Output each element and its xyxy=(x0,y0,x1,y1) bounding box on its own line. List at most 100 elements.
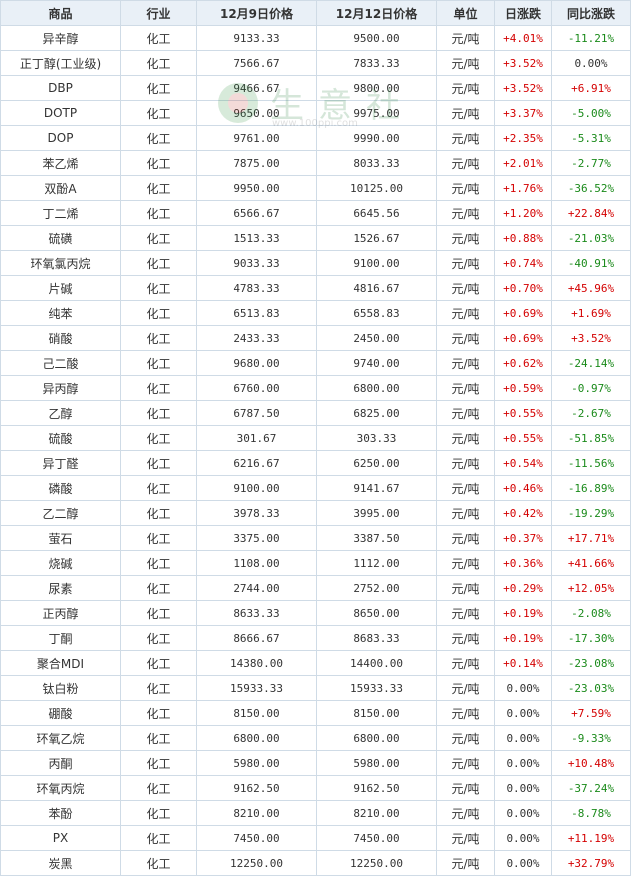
unit-cell: 元/吨 xyxy=(436,150,495,176)
unit-cell: 元/吨 xyxy=(436,525,495,551)
unit-cell: 元/吨 xyxy=(436,75,495,101)
yoy-change-cell: -5.31% xyxy=(551,125,631,151)
product-name-cell[interactable]: 烧碱 xyxy=(0,550,121,576)
daily-change-cell: +0.88% xyxy=(494,225,552,251)
price-dec12-cell: 9800.00 xyxy=(316,75,437,101)
daily-change-cell: +0.55% xyxy=(494,400,552,426)
industry-cell: 化工 xyxy=(120,200,197,226)
daily-change-cell: +0.46% xyxy=(494,475,552,501)
unit-cell: 元/吨 xyxy=(436,425,495,451)
product-name-cell[interactable]: 乙醇 xyxy=(0,400,121,426)
unit-cell: 元/吨 xyxy=(436,100,495,126)
product-name-cell[interactable]: DBP xyxy=(0,75,121,101)
product-name-cell[interactable]: 丁二烯 xyxy=(0,200,121,226)
industry-cell: 化工 xyxy=(120,375,197,401)
table-row: 丁酮 化工 8666.67 8683.33 元/吨 +0.19% -17.30% xyxy=(0,625,631,651)
product-name-cell[interactable]: PX xyxy=(0,825,121,851)
table-row: 聚合MDI 化工 14380.00 14400.00 元/吨 +0.14% -23.08% xyxy=(0,650,631,676)
industry-cell: 化工 xyxy=(120,600,197,626)
unit-cell: 元/吨 xyxy=(436,825,495,851)
table-row: 己二酸 化工 9680.00 9740.00 元/吨 +0.62% -24.14% xyxy=(0,350,631,376)
unit-cell: 元/吨 xyxy=(436,300,495,326)
product-name-cell[interactable]: 环氧乙烷 xyxy=(0,725,121,751)
product-name-cell[interactable]: 片碱 xyxy=(0,275,121,301)
industry-cell: 化工 xyxy=(120,250,197,276)
table-header-row: 商品 行业 12月9日价格 12月12日价格 单位 日涨跌 同比涨跌 xyxy=(0,0,631,26)
product-name-cell[interactable]: 正丙醇 xyxy=(0,600,121,626)
product-name-cell[interactable]: 硼酸 xyxy=(0,700,121,726)
price-dec12-cell: 3387.50 xyxy=(316,525,437,551)
product-name-cell[interactable]: DOP xyxy=(0,125,121,151)
daily-change-cell: 0.00% xyxy=(494,850,552,876)
product-name-cell[interactable]: 纯苯 xyxy=(0,300,121,326)
header-product: 商品 xyxy=(0,0,121,26)
price-dec9-cell: 1108.00 xyxy=(196,550,317,576)
product-name-cell[interactable]: 异辛醇 xyxy=(0,25,121,51)
yoy-change-cell: -19.29% xyxy=(551,500,631,526)
yoy-change-cell: +6.91% xyxy=(551,75,631,101)
price-dec12-cell: 7450.00 xyxy=(316,825,437,851)
product-name-cell[interactable]: 乙二醇 xyxy=(0,500,121,526)
table-row: 萤石 化工 3375.00 3387.50 元/吨 +0.37% +17.71% xyxy=(0,525,631,551)
product-name-cell[interactable]: 正丁醇(工业级) xyxy=(0,50,121,76)
daily-change-cell: +0.59% xyxy=(494,375,552,401)
product-name-cell[interactable]: 尿素 xyxy=(0,575,121,601)
table-row: 异丙醇 化工 6760.00 6800.00 元/吨 +0.59% -0.97% xyxy=(0,375,631,401)
table-row: 丙酮 化工 5980.00 5980.00 元/吨 0.00% +10.48% xyxy=(0,750,631,776)
yoy-change-cell: -36.52% xyxy=(551,175,631,201)
industry-cell: 化工 xyxy=(120,625,197,651)
product-name-cell[interactable]: 炭黑 xyxy=(0,850,121,876)
product-name-cell[interactable]: DOTP xyxy=(0,100,121,126)
product-name-cell[interactable]: 萤石 xyxy=(0,525,121,551)
daily-change-cell: +0.70% xyxy=(494,275,552,301)
product-name-cell[interactable]: 环氧丙烷 xyxy=(0,775,121,801)
unit-cell: 元/吨 xyxy=(436,325,495,351)
price-dec9-cell: 3375.00 xyxy=(196,525,317,551)
product-name-cell[interactable]: 硫酸 xyxy=(0,425,121,451)
product-name-cell[interactable]: 丁酮 xyxy=(0,625,121,651)
industry-cell: 化工 xyxy=(120,550,197,576)
table-row: PX 化工 7450.00 7450.00 元/吨 0.00% +11.19% xyxy=(0,825,631,851)
industry-cell: 化工 xyxy=(120,850,197,876)
price-dec12-cell: 9162.50 xyxy=(316,775,437,801)
yoy-change-cell: -2.77% xyxy=(551,150,631,176)
price-dec12-cell: 14400.00 xyxy=(316,650,437,676)
price-dec9-cell: 6800.00 xyxy=(196,725,317,751)
product-name-cell[interactable]: 环氧氯丙烷 xyxy=(0,250,121,276)
unit-cell: 元/吨 xyxy=(436,250,495,276)
daily-change-cell: 0.00% xyxy=(494,700,552,726)
unit-cell: 元/吨 xyxy=(436,750,495,776)
product-name-cell[interactable]: 磷酸 xyxy=(0,475,121,501)
unit-cell: 元/吨 xyxy=(436,275,495,301)
unit-cell: 元/吨 xyxy=(436,675,495,701)
price-dec9-cell: 301.67 xyxy=(196,425,317,451)
product-name-cell[interactable]: 双酚A xyxy=(0,175,121,201)
table-row: 正丁醇(工业级) 化工 7566.67 7833.33 元/吨 +3.52% 0.00% xyxy=(0,50,631,76)
price-dec12-cell: 303.33 xyxy=(316,425,437,451)
price-dec9-cell: 15933.33 xyxy=(196,675,317,701)
product-name-cell[interactable]: 聚合MDI xyxy=(0,650,121,676)
price-dec9-cell: 1513.33 xyxy=(196,225,317,251)
industry-cell: 化工 xyxy=(120,325,197,351)
industry-cell: 化工 xyxy=(120,525,197,551)
price-dec12-cell: 8683.33 xyxy=(316,625,437,651)
price-dec9-cell: 3978.33 xyxy=(196,500,317,526)
unit-cell: 元/吨 xyxy=(436,650,495,676)
product-name-cell[interactable]: 丙酮 xyxy=(0,750,121,776)
price-dec9-cell: 6513.83 xyxy=(196,300,317,326)
product-name-cell[interactable]: 苯乙烯 xyxy=(0,150,121,176)
product-name-cell[interactable]: 苯酚 xyxy=(0,800,121,826)
product-name-cell[interactable]: 钛白粉 xyxy=(0,675,121,701)
product-name-cell[interactable]: 异丁醛 xyxy=(0,450,121,476)
industry-cell: 化工 xyxy=(120,150,197,176)
table-row: 正丙醇 化工 8633.33 8650.00 元/吨 +0.19% -2.08% xyxy=(0,600,631,626)
yoy-change-cell: -40.91% xyxy=(551,250,631,276)
yoy-change-cell: +32.79% xyxy=(551,850,631,876)
price-dec12-cell: 15933.33 xyxy=(316,675,437,701)
product-name-cell[interactable]: 己二酸 xyxy=(0,350,121,376)
product-name-cell[interactable]: 硝酸 xyxy=(0,325,121,351)
product-name-cell[interactable]: 硫磺 xyxy=(0,225,121,251)
table-row: 异辛醇 化工 9133.33 9500.00 元/吨 +4.01% -11.21% xyxy=(0,25,631,51)
product-name-cell[interactable]: 异丙醇 xyxy=(0,375,121,401)
daily-change-cell: 0.00% xyxy=(494,750,552,776)
